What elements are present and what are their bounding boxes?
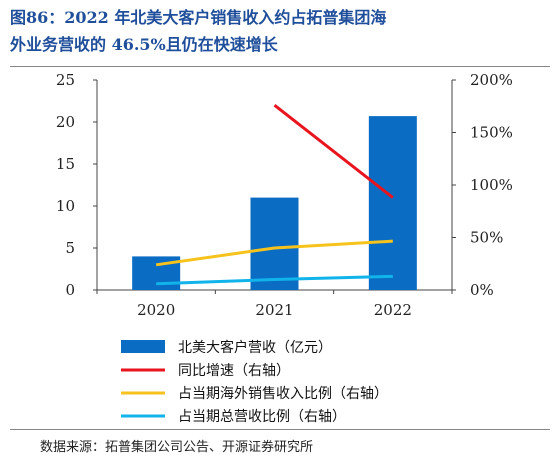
- figure-title: 图86：2022 年北美大客户销售收入约占拓普集团海 外业务营收的 46.5%且…: [10, 4, 555, 58]
- left-tick-label: 15: [56, 155, 75, 173]
- bar: [250, 197, 299, 290]
- legend-label: 北美大客户营收（亿元）: [178, 339, 332, 356]
- legend-label: 占当期海外销售收入比例（右轴）: [178, 386, 388, 402]
- right-tick-label: 0%: [470, 281, 494, 299]
- left-tick-label: 20: [56, 113, 75, 131]
- series-line: [155, 239, 393, 267]
- legend-label: 占当期总营收比例（右轴）: [178, 409, 346, 425]
- legend-bar-swatch: [121, 340, 165, 353]
- right-tick-label: 200%: [470, 71, 513, 89]
- x-tick-label: 2020: [137, 301, 175, 319]
- figure-title-line-1: 图86：2022 年北美大客户销售收入约占拓普集团海: [10, 8, 387, 27]
- right-tick-label: 50%: [470, 229, 503, 247]
- x-tick-label: 2022: [374, 301, 412, 319]
- right-tick-label: 150%: [470, 124, 513, 142]
- left-tick-label: 25: [56, 71, 75, 89]
- top-divider: [10, 66, 550, 67]
- series-line: [156, 274, 393, 286]
- left-tick-label: 0: [65, 281, 75, 299]
- right-tick-label: 100%: [470, 176, 513, 194]
- figure-title-line-2: 外业务营收的 46.5%且仍在快速增长: [10, 35, 278, 54]
- left-tick-label: 5: [65, 239, 75, 257]
- bar: [368, 116, 417, 291]
- legend-label: 同比增速（右轴）: [178, 363, 290, 379]
- chart: 0 5 10 15 20 25 0% 50% 100% 150% 200% 2020 2021 2022 北…: [56, 71, 513, 425]
- bottom-divider: [10, 429, 550, 430]
- left-tick-label: 10: [56, 197, 75, 215]
- source-note: 数据来源：拓普集团公司公告、开源证券研究所: [40, 440, 314, 455]
- series-line: [273, 104, 394, 199]
- x-tick-label: 2021: [255, 301, 293, 319]
